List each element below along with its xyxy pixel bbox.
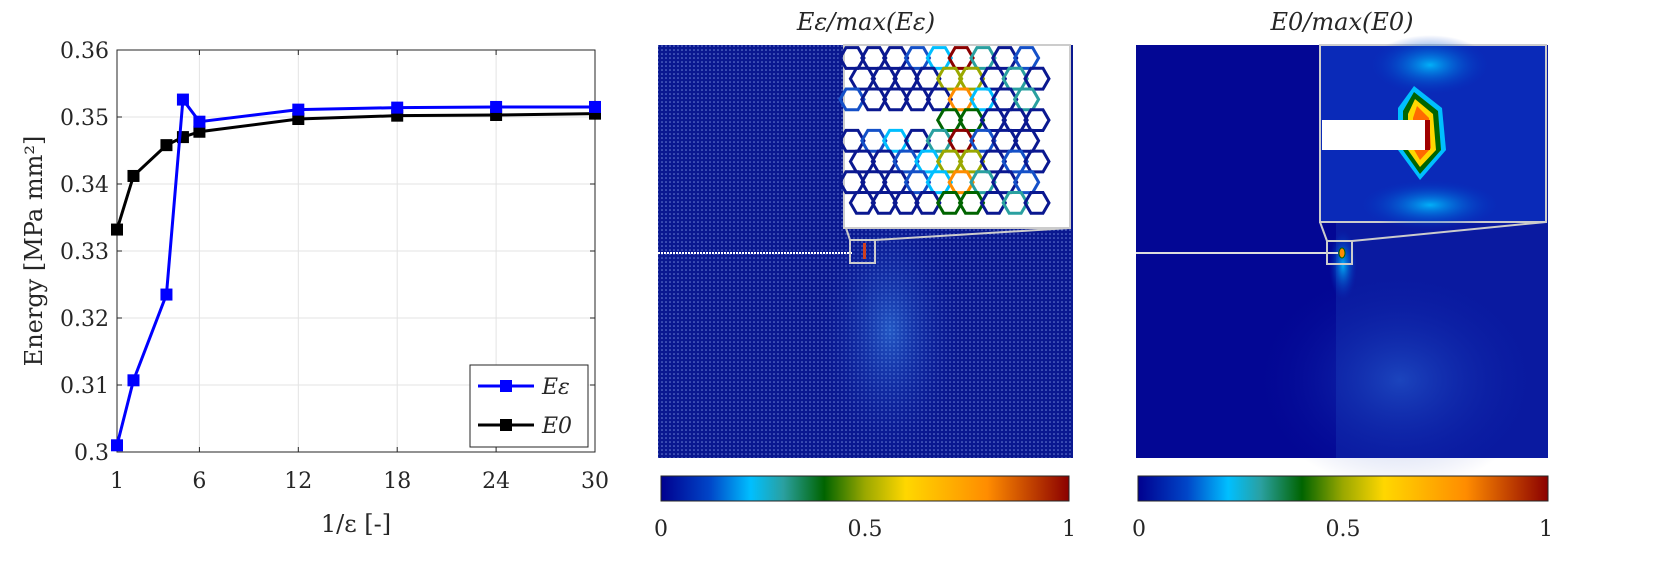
colorbar-tick-1: 1 <box>1062 517 1076 542</box>
zoom-connector <box>1351 221 1547 242</box>
data-point-marker <box>391 101 404 114</box>
data-point-marker <box>111 223 123 236</box>
crack-tip-hotspot <box>1338 247 1346 259</box>
y-tick-label: 0.3 <box>74 441 109 466</box>
heatmap-e0-title: E0/max(E0) <box>1270 8 1414 36</box>
zoom-connector <box>845 227 851 241</box>
lattice-cell <box>892 191 920 215</box>
y-tick-label: 0.34 <box>60 173 109 198</box>
stress-glow <box>1260 270 1540 490</box>
crack-tip-hotspot <box>863 243 866 259</box>
x-tick-label: 24 <box>482 469 510 494</box>
x-tick-label: 12 <box>284 469 312 494</box>
colorbar-e-eps <box>660 475 1070 502</box>
legend-marker-e-eps <box>500 380 512 392</box>
lattice-cell <box>881 87 910 112</box>
lattice-cell <box>957 191 986 215</box>
data-point-marker <box>490 100 503 113</box>
data-point-marker <box>589 100 601 113</box>
legend-marker-e0 <box>500 419 512 431</box>
y-tick-label: 0.32 <box>60 307 109 332</box>
data-point-marker <box>160 288 173 301</box>
lattice-cell <box>870 191 898 215</box>
lattice-cell <box>979 191 1008 215</box>
x-tick-label: 1 <box>110 469 124 494</box>
data-point-marker <box>127 169 140 182</box>
colorbar-tick-1: 1 <box>1539 517 1553 542</box>
lattice-cell <box>1023 66 1051 91</box>
lattice-cell <box>838 87 866 112</box>
zoom-region-box <box>849 239 876 264</box>
lattice-cell <box>848 191 877 215</box>
legend-box <box>469 364 589 448</box>
zoom-connector <box>1319 221 1328 242</box>
inset-glow-bottom <box>1360 180 1500 230</box>
data-point-marker <box>292 113 305 126</box>
inset-glow-top <box>1370 35 1490 95</box>
series-group <box>111 93 601 452</box>
y-tick-label: 0.33 <box>60 240 109 265</box>
lattice-cell <box>903 87 932 112</box>
zoom-region-box <box>1326 240 1353 265</box>
y-tick-label: 0.36 <box>60 39 109 64</box>
legend-label-e-eps: Eε <box>541 375 570 400</box>
data-point-marker <box>292 103 305 116</box>
data-point-marker <box>193 125 206 138</box>
lattice-cell <box>1023 191 1051 215</box>
lattice-cell <box>1001 191 1029 215</box>
lattice-cell <box>1023 149 1051 174</box>
axis-ticks: 1 6 12 18 24 30 0.3 0.31 0.32 0.33 0.34 0.35 0.36 <box>60 39 609 494</box>
colorbar-tick-0-5: 0.5 <box>1326 517 1361 542</box>
colorbar-tick-0: 0 <box>654 517 668 542</box>
lattice-cell <box>1023 108 1051 132</box>
hex-lattice-inset <box>838 46 1051 215</box>
zoom-connector <box>874 227 1071 241</box>
lattice-cell <box>914 191 942 215</box>
legend-label-e0: E0 <box>541 414 572 439</box>
crack-tip-max <box>1425 120 1430 150</box>
colorbar-tick-0-5: 0.5 <box>848 517 883 542</box>
y-tick-label: 0.31 <box>60 374 109 399</box>
series-line-e0 <box>115 112 596 231</box>
stress-glow <box>820 200 960 460</box>
crack-gap <box>1322 120 1428 150</box>
colorbar-tick-0: 0 <box>1132 517 1146 542</box>
data-point-marker <box>160 139 173 152</box>
lattice-cell <box>860 87 888 112</box>
x-tick-label: 18 <box>383 469 411 494</box>
data-point-marker <box>193 115 206 128</box>
legend: Eε E0 <box>469 364 589 448</box>
heatmap-e0-panel: E0/max(E0) 0 0.5 1 <box>1132 8 1553 542</box>
colorbar-e0 <box>1137 475 1549 502</box>
data-point-marker <box>111 439 123 452</box>
energy-line-chart: 1 6 12 18 24 30 0.3 0.31 0.32 0.33 0.34 0.35 0.36 1/… <box>20 39 609 538</box>
y-tick-label: 0.35 <box>60 106 109 131</box>
x-tick-label: 6 <box>192 469 206 494</box>
heatmap-e-eps-panel: Eε/max(Eε) 0 0.5 1 <box>654 8 1076 542</box>
x-tick-label: 30 <box>581 469 609 494</box>
data-point-marker <box>176 93 189 106</box>
heatmap-e-eps-title: Eε/max(Eε) <box>796 8 935 36</box>
data-point-marker <box>127 374 140 387</box>
y-axis-label: Energy [MPa mm²] <box>20 136 48 367</box>
e0-zoom-inset <box>1319 35 1547 230</box>
lattice-cell <box>935 191 964 215</box>
x-axis-label: 1/ε [-] <box>321 510 391 538</box>
